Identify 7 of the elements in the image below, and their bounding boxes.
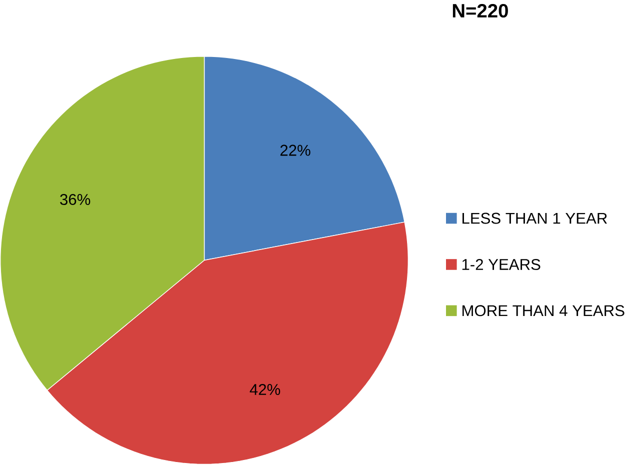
legend-label: MORE THAN 4 YEARS — [462, 305, 624, 316]
legend-label: LESS THAN 1 YEAR — [462, 212, 607, 224]
data-label: 22% — [280, 145, 310, 156]
data-label: 36% — [60, 194, 90, 206]
data-label: 42% — [250, 384, 280, 396]
legend-label: 1-2 YEARS — [462, 259, 540, 270]
chart-title: N=220 — [452, 4, 508, 18]
